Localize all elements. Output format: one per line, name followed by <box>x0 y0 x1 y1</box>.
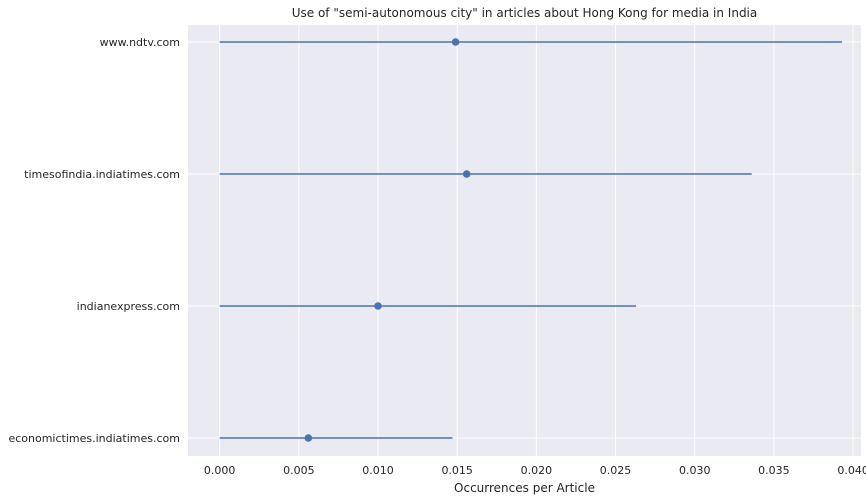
y-tick-label: economictimes.indiatimes.com <box>8 432 180 445</box>
y-tick-labels: www.ndtv.com timesofindia.indiatimes.com i… <box>8 36 180 445</box>
x-tick-label: 0.030 <box>679 464 711 477</box>
x-tick-label: 0.025 <box>600 464 632 477</box>
y-tick-label: www.ndtv.com <box>100 36 180 49</box>
x-tick-label: 0.005 <box>283 464 315 477</box>
data-point <box>451 38 460 46</box>
x-tick-label: 0.040 <box>837 464 866 477</box>
x-tick-labels: 0.000 0.005 0.010 0.015 0.020 0.025 0.030 0.035… <box>204 464 866 477</box>
data-point <box>374 302 382 310</box>
y-tick-label: timesofindia.indiatimes.com <box>24 168 180 181</box>
error-bars <box>219 38 842 442</box>
x-tick-label: 0.000 <box>204 464 236 477</box>
x-tick-label: 0.010 <box>362 464 394 477</box>
y-tick-label: indianexpress.com <box>77 300 180 313</box>
data-point <box>304 434 313 442</box>
x-tick-label: 0.015 <box>441 464 473 477</box>
x-axis-label: Occurrences per Article <box>454 481 595 495</box>
x-tick-label: 0.020 <box>521 464 553 477</box>
chart-title: Use of "semi-autonomous city" in article… <box>292 6 758 20</box>
data-point <box>462 170 471 178</box>
x-tick-label: 0.035 <box>758 464 790 477</box>
plot-area <box>188 25 861 456</box>
